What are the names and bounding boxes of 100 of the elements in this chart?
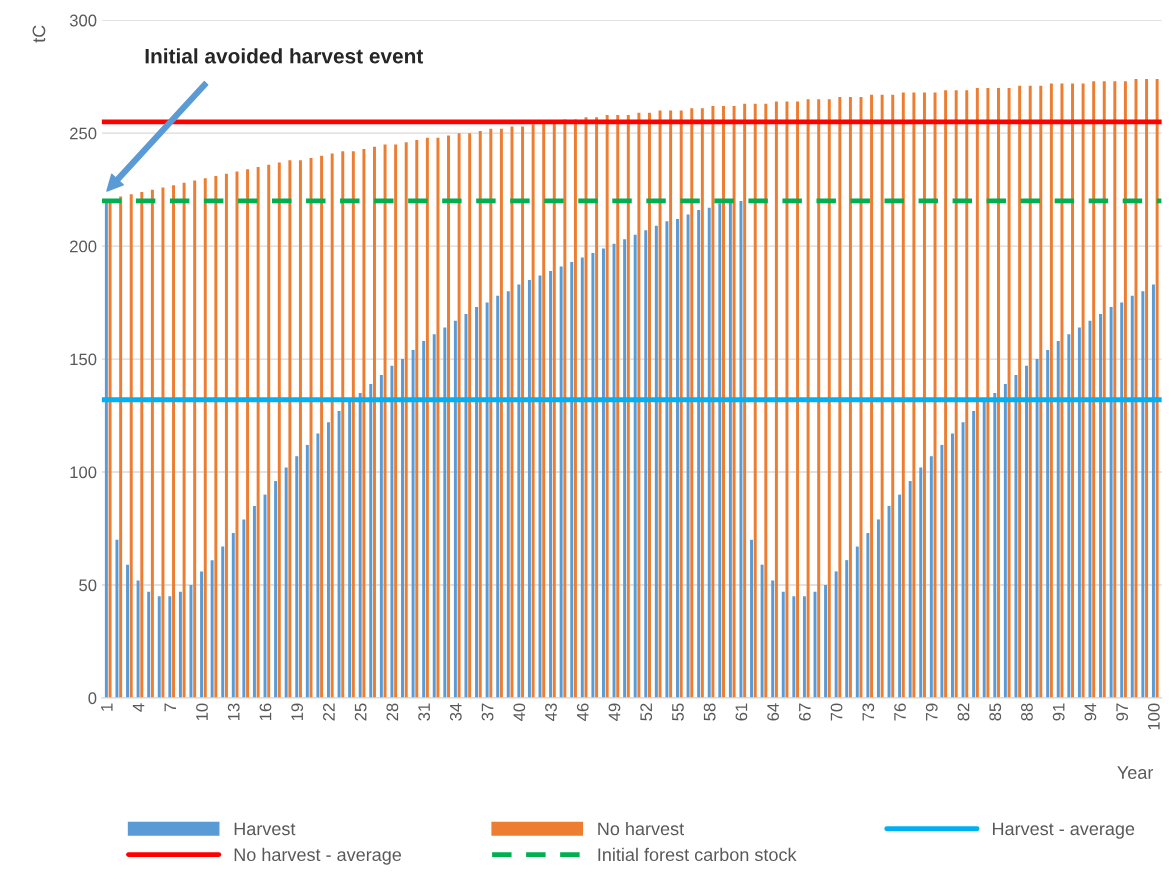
bar: [1035, 359, 1039, 698]
bar: [1099, 313, 1103, 698]
bar: [443, 327, 447, 698]
y-tick-label: 200: [70, 240, 97, 253]
bar: [1092, 81, 1096, 698]
bar: [246, 169, 250, 698]
bar: [224, 173, 228, 698]
bar: [774, 101, 778, 698]
bar: [855, 546, 859, 698]
bar: [1109, 307, 1113, 698]
bar: [771, 580, 775, 698]
bar: [369, 383, 373, 698]
bar: [898, 494, 902, 698]
legend-label: Harvest: [234, 822, 296, 836]
bar: [570, 261, 574, 698]
x-tick-label: 46: [576, 703, 589, 721]
x-tick-label: 85: [989, 703, 1002, 721]
x-tick-label: 73: [862, 703, 875, 721]
bar: [806, 99, 810, 698]
y-tick-label: 150: [70, 353, 97, 366]
x-tick-label: 70: [830, 703, 843, 721]
bar: [341, 151, 345, 698]
bar: [785, 101, 789, 698]
bar: [929, 456, 933, 698]
x-tick-label: 31: [418, 703, 430, 721]
bar: [707, 207, 711, 698]
bar: [1060, 83, 1064, 698]
bar: [309, 158, 313, 698]
bar: [972, 411, 976, 698]
bar: [157, 596, 161, 698]
bar: [351, 151, 355, 698]
bar: [616, 115, 620, 698]
bar: [940, 444, 944, 698]
bar: [464, 313, 468, 698]
bar: [1155, 78, 1159, 698]
x-tick-label: 94: [1084, 703, 1097, 721]
bar: [288, 160, 292, 698]
bar: [764, 103, 768, 698]
bar: [1141, 291, 1145, 698]
bar: [108, 200, 112, 698]
bar: [601, 248, 605, 698]
x-tick-label: 100: [1147, 703, 1160, 730]
x-axis-title: Year: [1117, 766, 1154, 779]
x-tick-label: 37: [481, 703, 494, 721]
bar: [425, 137, 429, 698]
bar: [605, 115, 609, 698]
bar: [379, 374, 383, 698]
bar: [242, 519, 246, 698]
bar: [718, 203, 722, 698]
legend-label: No harvest: [598, 821, 684, 836]
y-tick-label: 0: [88, 692, 97, 705]
bar: [845, 560, 849, 698]
bar: [732, 106, 736, 698]
bar: [901, 92, 905, 698]
bar: [468, 133, 472, 698]
bar: [531, 124, 535, 698]
x-tick-label: 19: [291, 703, 304, 721]
bar: [506, 291, 510, 698]
bar: [679, 110, 683, 698]
bar: [711, 106, 715, 698]
x-tick-label: 67: [798, 703, 811, 721]
bar: [330, 153, 334, 698]
x-tick-label: 97: [1116, 703, 1129, 721]
bar: [453, 320, 457, 698]
x-tick-label: 79: [925, 703, 938, 721]
legend-label: Harvest - average: [992, 822, 1135, 839]
y-tick-label: 50: [79, 579, 97, 592]
bar: [944, 90, 948, 698]
x-tick-label: 82: [957, 703, 970, 721]
bar: [552, 121, 556, 698]
bar: [654, 225, 658, 698]
bar: [129, 194, 133, 698]
bar: [147, 591, 151, 698]
x-tick-label: 55: [672, 703, 684, 721]
bar: [422, 341, 426, 698]
bar: [876, 519, 880, 698]
bar: [1145, 78, 1149, 698]
bar: [436, 137, 440, 698]
bar: [521, 126, 525, 698]
bar: [922, 92, 926, 698]
bar: [986, 87, 990, 698]
bar: [951, 433, 954, 698]
bar: [817, 99, 821, 698]
x-tick-label: 88: [1021, 703, 1033, 721]
bar: [961, 422, 965, 698]
bar: [542, 121, 546, 698]
bar: [633, 234, 637, 698]
bar: [700, 108, 704, 698]
bar: [965, 90, 969, 698]
x-tick-label: 1: [101, 703, 113, 711]
bar: [982, 401, 986, 698]
bar: [760, 564, 764, 698]
bar: [1014, 374, 1018, 698]
bar: [373, 146, 376, 698]
bar: [358, 392, 362, 698]
bar: [549, 270, 553, 698]
bar: [912, 92, 916, 698]
bar: [637, 112, 641, 698]
bar: [697, 209, 701, 698]
bar: [178, 591, 182, 698]
